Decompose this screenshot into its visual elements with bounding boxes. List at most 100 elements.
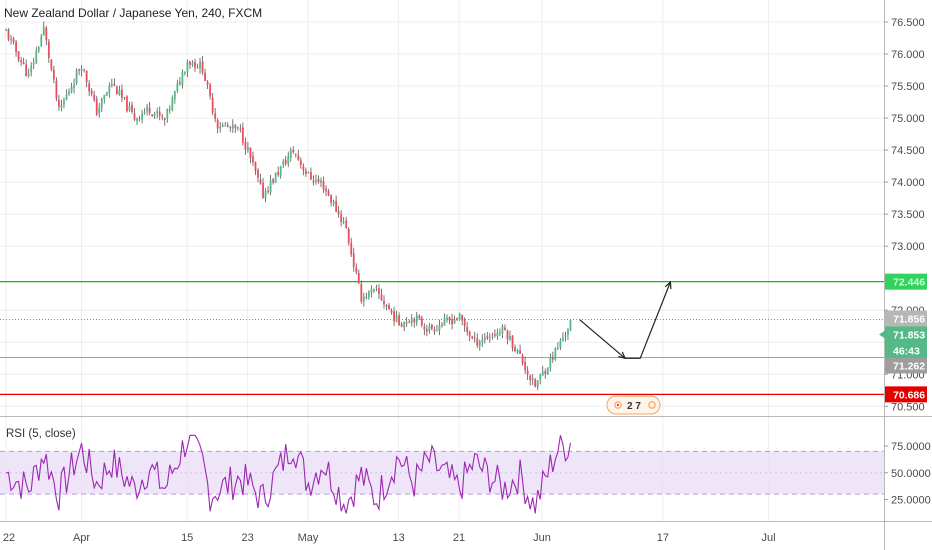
time-tick-label: 17: [657, 532, 669, 544]
price-tag-countdown: 46:43: [885, 342, 927, 359]
events-badge[interactable]: 2 7: [606, 395, 661, 415]
candle-body: [340, 214, 343, 223]
projection-path[interactable]: [579, 281, 671, 359]
candle-body: [100, 98, 103, 108]
candle-body: [262, 182, 264, 198]
candle-body: [287, 156, 290, 164]
candle-body: [133, 113, 136, 120]
candle-body: [297, 155, 300, 161]
projection-arrows[interactable]: [579, 280, 672, 360]
time-axis[interactable]: 22 Apr 15 23 May 13 21 Jun 17 Jul: [3, 532, 776, 544]
candle-body: [430, 324, 433, 329]
candle-body: [299, 160, 302, 166]
candle-body: [68, 91, 70, 95]
candle-body: [373, 288, 375, 291]
candle-body: [269, 180, 272, 193]
candle-body: [234, 125, 237, 129]
candle-body: [347, 228, 350, 243]
candle-body: [433, 329, 436, 332]
candle-body: [249, 147, 252, 158]
candle-body: [206, 81, 209, 85]
candle-body: [499, 332, 501, 334]
candle-body: [551, 357, 554, 360]
candle-body: [75, 70, 78, 84]
candle-body: [423, 326, 426, 330]
price-tick-label: 76.000: [891, 49, 925, 61]
candle-body: [556, 348, 559, 350]
candle-body: [52, 69, 55, 80]
candle-body: [173, 90, 176, 100]
candle-body: [370, 289, 373, 293]
candle-body: [229, 127, 232, 129]
candle-body: [171, 97, 174, 111]
candle-body: [400, 323, 403, 327]
candle-body: [279, 166, 282, 177]
candle-body: [93, 94, 96, 100]
price-tag-gray-line: 71.262: [885, 357, 927, 374]
price-tick-label: 76.500: [891, 17, 925, 29]
candle-body: [241, 127, 244, 143]
candle-body: [388, 304, 390, 310]
candle-body: [549, 357, 552, 369]
candle-body: [15, 41, 17, 53]
candle-body: [10, 38, 12, 40]
candle-body: [153, 113, 156, 117]
horizontal-levels[interactable]: [0, 281, 884, 395]
candle-body: [247, 147, 249, 151]
candle-body: [393, 311, 395, 322]
candle-body: [136, 118, 138, 122]
candle-body: [546, 368, 549, 375]
candle-body: [176, 83, 179, 91]
candle-body: [345, 220, 348, 228]
candle-body: [5, 30, 7, 32]
candle-body: [395, 315, 398, 322]
rsi-tick-label: 50.0000: [891, 468, 931, 480]
candle-body: [531, 378, 534, 380]
candle-body: [209, 84, 212, 97]
candle-body: [55, 80, 58, 99]
flag-icon: [616, 403, 620, 407]
candle-body: [224, 125, 227, 127]
price-tag-text: 46:43: [893, 345, 920, 357]
candle-body: [463, 318, 466, 327]
candle-body: [385, 305, 388, 307]
candle-body: [103, 94, 106, 100]
candle-body: [231, 124, 234, 129]
dividend-icon: [648, 401, 656, 409]
candle-body: [282, 161, 285, 166]
candle-body: [123, 97, 126, 99]
candle-body: [65, 94, 68, 100]
candle-body: [42, 26, 45, 36]
grid: [0, 0, 884, 521]
candle-body: [357, 273, 360, 284]
candle-body: [168, 109, 171, 111]
candle-body: [294, 153, 297, 155]
candle-body: [181, 72, 184, 86]
candle-body: [274, 172, 277, 184]
candle-body: [254, 162, 257, 171]
candle-body: [214, 113, 217, 119]
candle-body: [110, 84, 113, 87]
candle-body: [277, 172, 280, 175]
candle-body: [471, 336, 474, 339]
candle-body: [118, 90, 121, 96]
candle-body: [201, 61, 204, 73]
candle-body: [307, 172, 310, 174]
candle-body: [383, 300, 385, 305]
candle-body: [403, 321, 406, 328]
candle-body: [461, 314, 464, 321]
candle-body: [529, 375, 532, 381]
candle-body: [312, 180, 315, 183]
candle-body: [85, 70, 88, 83]
price-tag-bg: [885, 326, 927, 343]
candle-body: [509, 335, 511, 340]
time-tick-label: Jun: [533, 532, 551, 544]
candle-body: [163, 118, 166, 121]
candle-body: [486, 336, 489, 339]
candle-body: [17, 51, 20, 61]
candle-body: [483, 337, 486, 341]
candle-body: [191, 62, 194, 66]
rsi-axis[interactable]: 75.0000 50.0000 25.0000: [884, 441, 931, 507]
time-tick-label: 13: [392, 532, 404, 544]
